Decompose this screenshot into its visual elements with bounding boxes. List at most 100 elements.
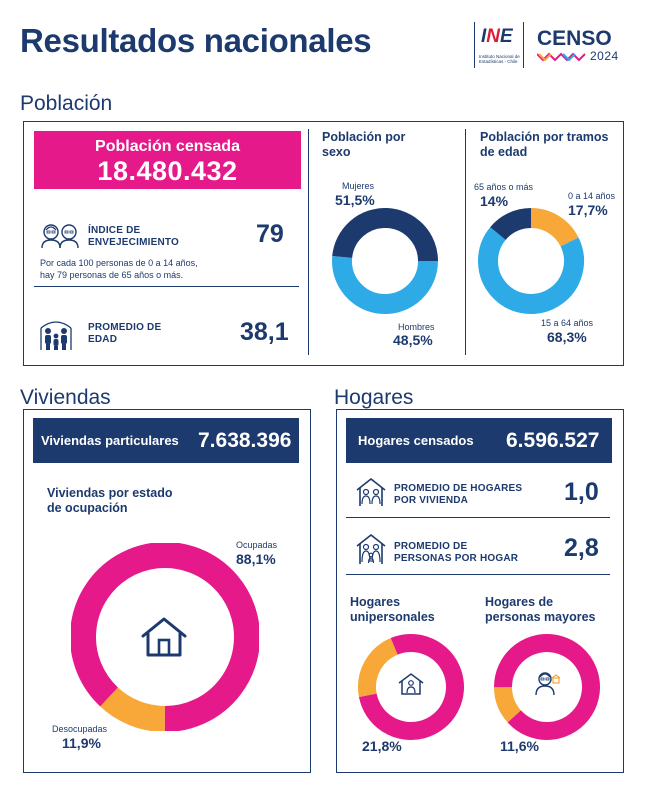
viviendas-estado-title-line1: Viviendas por estado — [47, 486, 173, 500]
divider — [308, 129, 309, 355]
personas-por-hogar-label-line1: PROMEDIO DE — [394, 541, 468, 552]
envejecimiento-note-line2: hay 79 personas de 65 años o más. — [40, 269, 184, 280]
elderly-person-icon — [535, 672, 560, 696]
personas-por-hogar-value: 2,8 — [564, 534, 599, 562]
divider — [346, 574, 610, 575]
ocupadas-label: Ocupadas — [236, 540, 278, 550]
envejecimiento-value: 79 — [256, 220, 284, 248]
family-icon — [40, 321, 72, 350]
unipersonales-title: Hogares unipersonales — [350, 595, 435, 625]
desocupadas-pct: 11,9% — [62, 735, 101, 751]
unipersonales-title-line1: Hogares — [350, 595, 401, 609]
poblacion-sexo-title-line2: sexo — [322, 145, 351, 159]
ine-logo: INE Instituto Nacional de Estadísticas -… — [474, 22, 524, 68]
viviendas-estado-title-line2: de ocupación — [47, 501, 128, 515]
viviendas-panel — [23, 409, 311, 773]
censo-logo-word: CENSO — [537, 27, 612, 50]
viviendas-particulares-label: Viviendas particulares — [41, 433, 179, 448]
poblacion-sexo-title: Población por sexo — [322, 130, 405, 160]
donut-slice-mayores-0 — [494, 686, 522, 723]
divider — [346, 517, 610, 518]
ine-logo-accent: N — [486, 26, 501, 47]
donut-unipersonales — [358, 634, 464, 740]
ine-logo-subtext: Instituto Nacional de Estadísticas - Chi… — [479, 54, 520, 64]
viviendas-particulares-bar: Viviendas particulares 7.638.396 — [33, 418, 299, 463]
divider — [34, 286, 299, 287]
donut-slice-unipersonales-0 — [358, 638, 399, 698]
house-icon — [141, 617, 187, 657]
mujeres-pct: 51,5% — [335, 192, 375, 208]
envejecimiento-note-line1: Por cada 100 personas de 0 a 14 años, — [40, 258, 198, 268]
donut-slice-sexo-0 — [332, 256, 438, 314]
promedio-edad-label-line1: PROMEDIO DE — [88, 322, 162, 333]
person-house-icon — [398, 673, 424, 695]
donut-mayores — [493, 634, 600, 740]
poblacion-censada-value: 18.480.432 — [97, 156, 238, 186]
censo-logo: CENSO 2024 — [537, 27, 627, 67]
section-title-poblacion: Población — [20, 92, 113, 115]
hogares-por-vivienda-label: PROMEDIO DE HOGARES POR VIVIENDA — [394, 483, 522, 507]
ocupadas-pct: 88,1% — [236, 551, 276, 567]
elderly-couple-icon — [41, 224, 79, 248]
censo-logo-year: 2024 — [590, 49, 619, 63]
donut-sexo — [332, 208, 438, 314]
donut-viviendas — [71, 543, 259, 731]
promedio-edad-value: 38,1 — [240, 318, 289, 346]
unipersonales-pct: 21,8% — [362, 738, 402, 754]
mujeres-label: Mujeres — [342, 181, 375, 191]
unipersonales-title-line2: unipersonales — [350, 610, 435, 624]
donut-slice-viviendas-1 — [100, 687, 166, 731]
censo-wave-icon — [537, 52, 586, 62]
mayores-title-line1: Hogares de — [485, 595, 554, 609]
house-people-icon — [356, 477, 386, 506]
poblacion-edad-title: Población por tramos de edad — [480, 130, 609, 160]
tramo-15-64-pct: 68,3% — [547, 329, 587, 345]
donut-edad — [478, 208, 584, 314]
donut-slice-edad-2 — [478, 227, 584, 314]
donut-slice-edad-0 — [490, 208, 532, 241]
poblacion-edad-title-line2: de edad — [480, 145, 528, 159]
personas-por-hogar-label-line2: PERSONAS POR HOGAR — [394, 553, 519, 564]
hombres-pct: 48,5% — [393, 332, 433, 348]
hogares-censados-label: Hogares censados — [358, 433, 474, 448]
poblacion-censada-box: Población censada 18.480.432 — [34, 131, 301, 189]
hogares-por-vivienda-label-line1: PROMEDIO DE HOGARES — [394, 483, 523, 494]
tramo-15-64-label: 15 a 64 años — [541, 318, 594, 328]
tramo-65-label: 65 años o más — [474, 182, 534, 192]
desocupadas-label: Desocupadas — [52, 724, 108, 734]
promedio-edad-label: PROMEDIO DE EDAD — [88, 322, 161, 346]
tramo-65-pct: 14% — [480, 193, 509, 209]
mayores-pct: 11,6% — [500, 738, 539, 754]
tramo-0-14-label: 0 a 14 años — [568, 191, 616, 201]
hogares-panel — [336, 409, 624, 773]
tramo-0-14-pct: 17,7% — [568, 202, 608, 218]
mayores-title: Hogares de personas mayores — [485, 595, 595, 625]
viviendas-particulares-value: 7.638.396 — [198, 429, 292, 452]
hogares-por-vivienda-label-line2: POR VIVIENDA — [394, 495, 469, 506]
hogares-por-vivienda-value: 1,0 — [564, 478, 599, 506]
ine-logo-text: INE — [481, 26, 513, 47]
donut-slice-mayores-1 — [493, 634, 600, 740]
page-title: Resultados nacionales — [20, 22, 372, 59]
family-house-icon — [356, 533, 386, 564]
donut-slice-edad-1 — [530, 208, 579, 247]
hombres-label: Hombres — [398, 322, 435, 332]
poblacion-panel — [23, 121, 624, 366]
envejecimiento-label-line2: ENVEJECIMIENTO — [88, 237, 179, 248]
promedio-edad-label-line2: EDAD — [88, 334, 118, 345]
hogares-censados-bar: Hogares censados 6.596.527 — [346, 418, 612, 463]
donut-slice-unipersonales-1 — [358, 634, 464, 740]
poblacion-sexo-title-line1: Población por — [322, 130, 406, 144]
section-title-viviendas: Viviendas — [20, 386, 111, 409]
envejecimiento-label: ÍNDICE DE ENVEJECIMIENTO — [88, 225, 179, 249]
section-title-hogares: Hogares — [334, 386, 414, 409]
viviendas-estado-title: Viviendas por estado de ocupación — [47, 486, 173, 516]
poblacion-edad-title-line1: Población por tramos — [480, 130, 609, 144]
divider — [465, 129, 466, 355]
donut-slice-sexo-1 — [332, 208, 438, 262]
poblacion-censada-label: Población censada — [95, 138, 240, 155]
mayores-title-line2: personas mayores — [485, 610, 596, 624]
personas-por-hogar-label: PROMEDIO DE PERSONAS POR HOGAR — [394, 541, 518, 565]
envejecimiento-note: Por cada 100 personas de 0 a 14 años, ha… — [40, 258, 198, 281]
donut-slice-viviendas-0 — [71, 543, 259, 731]
